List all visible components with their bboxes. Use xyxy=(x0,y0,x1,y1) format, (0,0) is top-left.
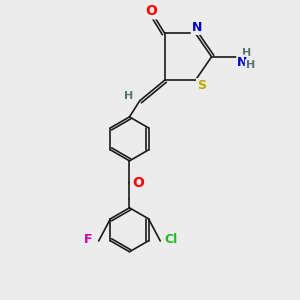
Text: Cl: Cl xyxy=(165,233,178,246)
Text: O: O xyxy=(146,4,158,18)
Text: O: O xyxy=(132,176,144,190)
Text: S: S xyxy=(197,79,206,92)
Text: N: N xyxy=(237,56,248,69)
Text: H: H xyxy=(242,48,251,58)
Text: F: F xyxy=(84,233,93,246)
Text: N: N xyxy=(192,21,202,34)
Text: H: H xyxy=(246,60,255,70)
Text: H: H xyxy=(124,92,133,101)
